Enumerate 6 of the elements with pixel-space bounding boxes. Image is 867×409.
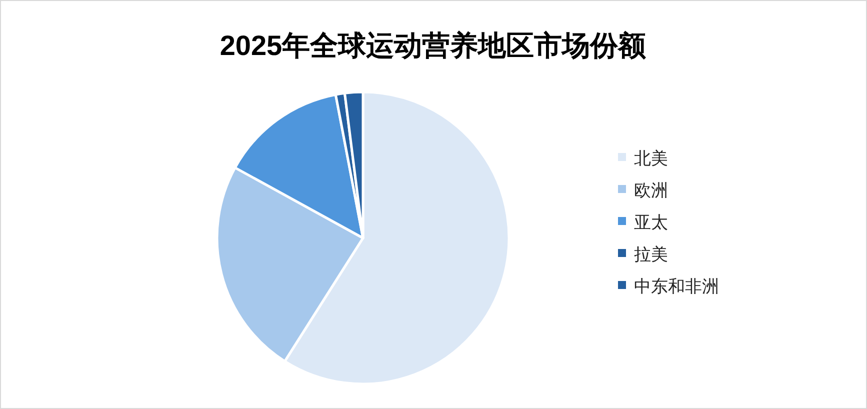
- legend-label: 欧洲: [634, 181, 668, 200]
- legend-label: 拉美: [634, 245, 668, 264]
- legend-label: 亚太: [634, 213, 668, 232]
- legend-label: 北美: [634, 149, 668, 168]
- legend-label: 中东和非洲: [634, 277, 719, 296]
- chart-title: 2025年全球运动营养地区市场份额: [220, 30, 648, 61]
